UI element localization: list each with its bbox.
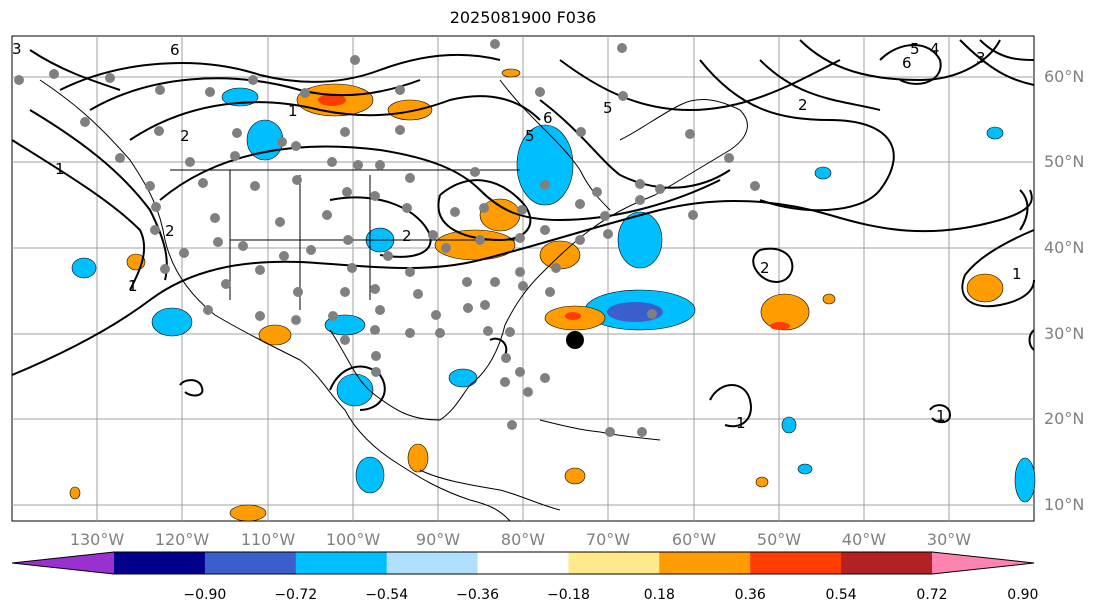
negative-anomaly bbox=[355, 456, 385, 494]
negative-anomaly bbox=[797, 463, 813, 475]
positive-anomaly bbox=[564, 467, 586, 485]
colorbar-segment bbox=[295, 552, 388, 574]
contour-label: 1 bbox=[736, 414, 746, 432]
colorbar-extend-high bbox=[932, 552, 1034, 574]
colorbar-segment bbox=[386, 552, 479, 574]
positive-anomaly bbox=[434, 229, 516, 261]
contour-label: 2 bbox=[180, 127, 190, 145]
colorbar-segment bbox=[841, 552, 933, 574]
colorbar-tick-label: 0.36 bbox=[734, 587, 766, 603]
colorbar-segment bbox=[568, 552, 660, 574]
grid-lines bbox=[12, 36, 1034, 521]
colorbar-tick-label: 0.54 bbox=[825, 587, 857, 603]
contour-label: 1 bbox=[1012, 265, 1022, 283]
positive-anomaly bbox=[229, 504, 267, 522]
colorbar-tick-label: −0.90 bbox=[183, 587, 227, 603]
contour-label: 2 bbox=[760, 259, 770, 277]
contour-label: 6 bbox=[170, 41, 180, 59]
colorbar-outline bbox=[11, 551, 1035, 575]
colorbar-segment bbox=[477, 552, 569, 574]
contour-label: 1 bbox=[288, 102, 298, 120]
colorbar-segment bbox=[114, 552, 206, 574]
lon-label: 50°W bbox=[756, 530, 802, 549]
lon-label: 90°W bbox=[415, 530, 461, 549]
positive-anomaly bbox=[258, 324, 292, 346]
colorbar-tick-label: −0.18 bbox=[546, 587, 590, 603]
lon-label: 70°W bbox=[585, 530, 631, 549]
colorbar-tick-label: 0.90 bbox=[1007, 587, 1039, 603]
negative-anomaly bbox=[781, 416, 797, 434]
contour-label: 1 bbox=[936, 407, 946, 425]
positive-anomaly bbox=[760, 293, 810, 331]
colorbar bbox=[11, 551, 1035, 575]
lon-label: 60°W bbox=[671, 530, 717, 549]
positive-anomaly bbox=[755, 476, 769, 488]
colorbar-segment bbox=[750, 552, 842, 574]
lat-label: 10°N bbox=[1044, 495, 1085, 514]
contour-label: 4 bbox=[930, 40, 940, 58]
colorbar-tick-label: 0.18 bbox=[643, 587, 675, 603]
positive-anomaly bbox=[387, 99, 433, 121]
contour-label: 1 bbox=[128, 277, 138, 295]
lon-label: 120°W bbox=[154, 530, 210, 549]
contour-label: 5 bbox=[525, 127, 535, 145]
lat-label: 40°N bbox=[1044, 238, 1085, 257]
positive-anomaly bbox=[565, 312, 581, 320]
negative-anomaly bbox=[71, 257, 97, 279]
lon-label: 30°W bbox=[926, 530, 972, 549]
contour-label: 6 bbox=[902, 54, 912, 72]
contour-label: 6 bbox=[543, 109, 553, 127]
positive-anomaly bbox=[318, 94, 346, 106]
positive-anomaly bbox=[501, 68, 521, 78]
station-dots bbox=[14, 39, 760, 437]
contour-label: 3 bbox=[976, 49, 986, 67]
lon-label: 130°W bbox=[69, 530, 125, 549]
negative-anomaly bbox=[448, 368, 478, 388]
lat-label: 30°N bbox=[1044, 324, 1085, 343]
lat-label: 50°N bbox=[1044, 152, 1085, 171]
negative-anomaly bbox=[986, 126, 1004, 140]
storm-center-marker bbox=[566, 331, 584, 349]
contour-label: 2 bbox=[402, 227, 412, 245]
positive-anomaly bbox=[69, 486, 81, 500]
colorbar-segment bbox=[659, 552, 751, 574]
positive-anomaly bbox=[966, 273, 1004, 303]
colorbar-tick-label: −0.54 bbox=[365, 587, 409, 603]
lon-label: 80°W bbox=[500, 530, 546, 549]
negative-anomaly bbox=[151, 307, 193, 337]
lat-label: 60°N bbox=[1044, 67, 1085, 86]
contour-label: 2 bbox=[798, 96, 808, 114]
lon-label: 100°W bbox=[325, 530, 381, 549]
contour-label: 2 bbox=[165, 222, 175, 240]
contour-lines bbox=[11, 39, 1035, 428]
negative-anomaly bbox=[617, 211, 663, 269]
positive-anomaly bbox=[407, 443, 429, 473]
colorbar-tick-label: −0.36 bbox=[456, 587, 499, 603]
lat-label: 20°N bbox=[1044, 409, 1085, 428]
negative-anomaly bbox=[336, 373, 374, 407]
colorbar-extend-low bbox=[12, 552, 114, 574]
contour-label: 1 bbox=[55, 160, 65, 178]
negative-anomaly bbox=[1014, 457, 1036, 503]
positive-anomaly bbox=[770, 322, 790, 330]
positive-anomaly bbox=[822, 293, 836, 305]
colorbar-segment bbox=[204, 552, 297, 574]
contour-label: 5 bbox=[603, 99, 613, 117]
map-title: 2025081900 F036 bbox=[449, 8, 597, 27]
colorbar-tick-label: 0.72 bbox=[916, 587, 948, 603]
lon-label: 40°W bbox=[841, 530, 887, 549]
contour-label: 5 bbox=[910, 40, 920, 58]
colorbar-tick-label: −0.72 bbox=[274, 587, 318, 603]
lon-label: 110°W bbox=[240, 530, 296, 549]
contour-label: 3 bbox=[12, 40, 22, 58]
contour-label-layer: 6 1 2 1 2 5 6 5 2 4 5 6 3 2 1 2 1 1 1 3 bbox=[12, 40, 1022, 432]
negative-anomaly bbox=[814, 166, 832, 180]
